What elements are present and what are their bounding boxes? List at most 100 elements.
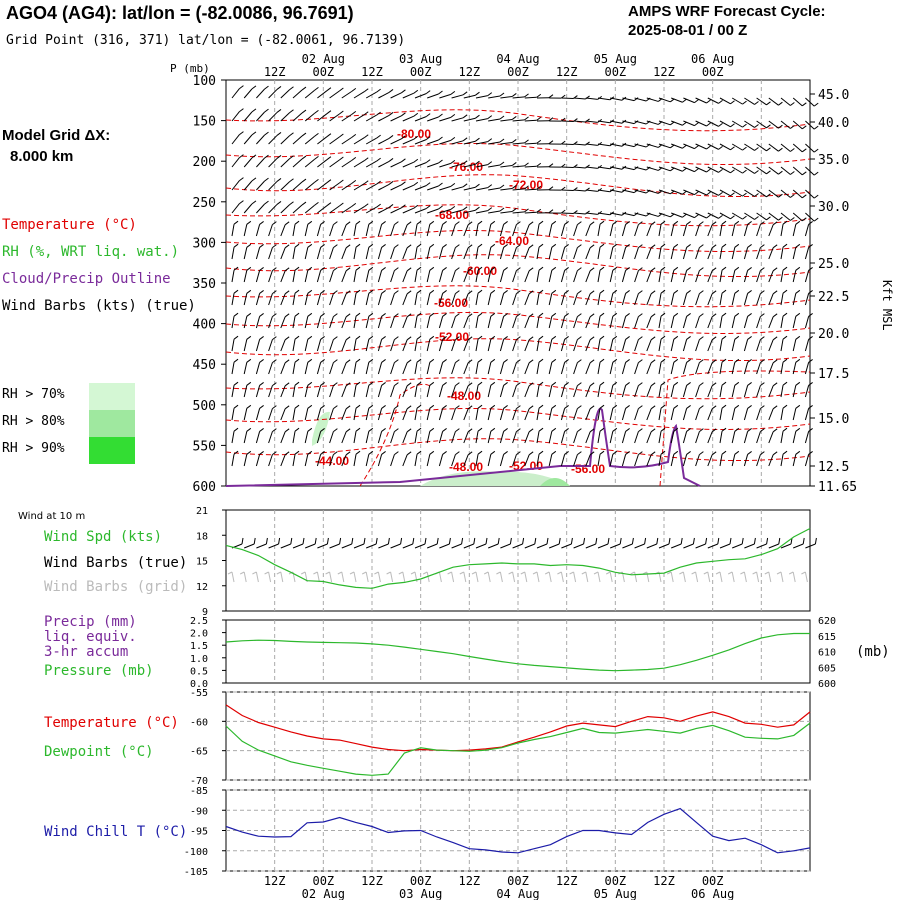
wind-barb-flag (272, 405, 277, 410)
wind-barb-flag (721, 381, 727, 386)
wind-barb-flag (442, 382, 447, 386)
surface-wind-barb-flag (302, 537, 305, 545)
wind-barb (268, 247, 273, 260)
wind-barb (695, 97, 707, 104)
wind-barb-flag (589, 428, 595, 433)
wind-barb (378, 184, 390, 191)
surface-wind-barb (780, 543, 792, 549)
wind-barb-flag (345, 244, 351, 249)
wind-barb (292, 339, 296, 352)
wind-barb (255, 408, 261, 421)
wind-barb-flag (808, 336, 813, 340)
wind-barb-flag (355, 335, 361, 340)
wind-barb (316, 270, 322, 283)
wind-barb (621, 385, 627, 398)
temperature-contour-label: -52.00 (435, 330, 469, 344)
wind-barb-flag (599, 358, 605, 363)
wind-barb-flag (638, 405, 643, 410)
wind-barb (390, 339, 395, 352)
wind-barb (634, 212, 647, 217)
wind-barb (792, 408, 797, 421)
wind-barb-flag (264, 200, 269, 205)
pressure-unit-label: (mb) (856, 644, 890, 660)
wind-barb-flag (233, 266, 239, 271)
wind-barb-flag (772, 336, 778, 341)
surface-wind-barb-flag (692, 537, 695, 545)
wind-barb (268, 112, 278, 122)
wind-barb (243, 362, 248, 375)
wind-barb-flag (455, 244, 460, 249)
wind-barb (695, 316, 700, 329)
wind-barb (377, 385, 383, 398)
wind-barb-flag (333, 336, 338, 341)
wind-barb (427, 185, 439, 191)
wind-barb-flag (345, 290, 351, 295)
wind-barb (475, 385, 479, 398)
wind-barb-flag (429, 427, 435, 432)
wind-barb (341, 270, 347, 283)
wind-barb-flag (381, 451, 386, 455)
wind-barb (304, 385, 309, 398)
wind-barb (548, 316, 553, 329)
wind-barb-flag (259, 221, 264, 225)
wind-barb-flag (516, 405, 521, 410)
wind-barb-flag (355, 450, 361, 455)
wind-barb-flag (782, 289, 788, 294)
wind-barb-flag (760, 382, 765, 387)
wind-barb (414, 247, 418, 260)
wind-barb-flag (499, 138, 505, 143)
wind-barb (780, 385, 784, 398)
wind-barb-flag (272, 267, 277, 272)
wind-barb (255, 270, 261, 283)
wind-barb-flag (355, 312, 361, 317)
wind-barb-flag (381, 313, 386, 317)
wind-barb-flag (766, 124, 771, 129)
date-label-bottom: 03 Aug (399, 887, 442, 900)
wind-barb-flag (490, 381, 496, 386)
temp-dewpoint-panel: Temperature (°C) Dewpoint (°C) -55-60-65… (44, 688, 811, 787)
wind-barb-flag (813, 171, 819, 176)
forecast-cycle-value: 2025-08-01 / 00 Z (628, 22, 748, 39)
wind-barb-flag (538, 381, 544, 386)
surface-wind-barb (512, 543, 523, 549)
wind-barb-flag (599, 427, 605, 432)
wind-barb-flag (682, 190, 687, 195)
wind-barb-flag (782, 358, 788, 363)
wind-barb (475, 95, 488, 99)
wind-barb (487, 454, 492, 467)
wind-barb (597, 166, 610, 170)
wind-barb (280, 270, 286, 283)
wind-barb (743, 224, 749, 237)
wind-barb (573, 143, 586, 146)
wind-barb (304, 454, 309, 467)
wind-barb (792, 362, 797, 375)
wind-barb (499, 339, 505, 352)
wind-barb-flag (660, 358, 666, 363)
wind-barb (463, 270, 469, 283)
rh-patch (312, 411, 330, 446)
surface-wind-barb (573, 543, 584, 549)
wind-barb (792, 454, 797, 467)
wind-barb (463, 224, 469, 237)
wind-barb (585, 293, 591, 306)
wind-barb-flag (246, 266, 252, 271)
wind-barb-flag (747, 359, 752, 363)
wind-barb (573, 339, 578, 352)
date-label-top: 03 Aug (399, 52, 442, 66)
wind-barb (597, 270, 601, 283)
wind-barb-flag (734, 450, 740, 455)
wind-barb (414, 224, 418, 237)
wind-barb-flag (376, 134, 381, 139)
wind-barb-flag (438, 205, 443, 210)
surface-wind-barb-flag (741, 537, 744, 545)
grid-wind-barb-flag (752, 571, 757, 575)
wind-barb (658, 270, 662, 283)
wind-barb (365, 316, 370, 329)
wind-barb-flag (233, 220, 239, 225)
wind-barb-flag (790, 148, 795, 152)
surface-wind-barb-flag (558, 537, 561, 545)
wind-barb (573, 212, 586, 215)
wind-barb-flag (462, 160, 468, 165)
wind-barb (573, 247, 578, 260)
wind-barb (402, 207, 415, 214)
